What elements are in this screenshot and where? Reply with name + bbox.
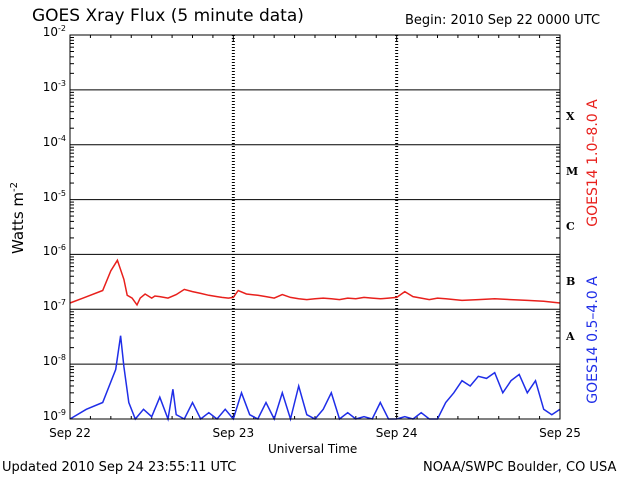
y-tick-label: 10-7 xyxy=(42,298,66,314)
x-tick-label: Sep 23 xyxy=(212,426,255,440)
x-tick-label: Sep 22 xyxy=(49,426,91,440)
y-tick-label: 10-6 xyxy=(42,243,66,259)
plot-frame xyxy=(69,34,561,420)
y-tick-label: 10-4 xyxy=(42,133,66,149)
flare-class-label: X xyxy=(566,110,575,124)
series-line-0 xyxy=(69,258,561,307)
series-line-1 xyxy=(69,335,561,422)
grid-layer xyxy=(69,35,561,419)
begin-time: Begin: 2010 Sep 22 0000 UTC xyxy=(405,13,601,28)
x-axis-label: Universal Time xyxy=(268,442,358,456)
source-credit: NOAA/SWPC Boulder, CO USA xyxy=(423,460,617,475)
series-layer xyxy=(69,258,561,422)
x-tick-label: Sep 24 xyxy=(375,426,418,440)
chart-title: GOES Xray Flux (5 minute data) xyxy=(32,6,304,26)
y-tick-label: 10-9 xyxy=(42,408,66,423)
x-tick-label: Sep 25 xyxy=(539,426,581,440)
flare-class-label: A xyxy=(566,329,575,343)
legend-short-channel: GOES14 0.5–4.0 A xyxy=(585,276,601,404)
y-axis-label: Watts m-2 xyxy=(9,181,27,255)
flare-class-label: B xyxy=(566,274,576,288)
flare-class-label: C xyxy=(566,220,575,233)
y-tick-label: 10-2 xyxy=(42,24,66,39)
legend-long-channel: GOES14 1.0–8.0 A xyxy=(585,99,601,227)
y-tick-label: 10-5 xyxy=(42,188,66,204)
flare-class-label: M xyxy=(566,165,579,179)
y-tick-label: 10-3 xyxy=(42,78,66,94)
y-tick-label: 10-8 xyxy=(42,353,66,369)
updated-timestamp: Updated 2010 Sep 24 23:55:11 UTC xyxy=(2,460,237,475)
